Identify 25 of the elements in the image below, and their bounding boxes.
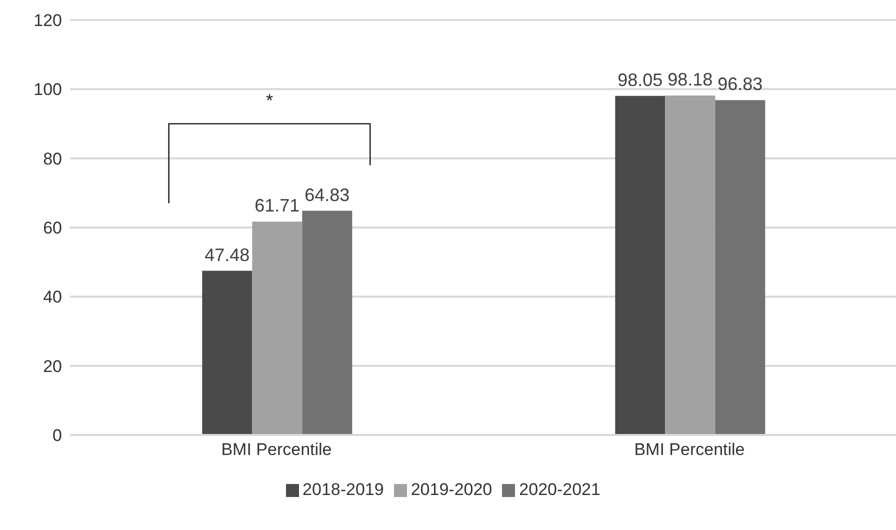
y-tick-label: 40 (43, 288, 62, 307)
data-label: 96.83 (718, 74, 763, 94)
legend-label: 2019-2020 (410, 480, 492, 499)
data-label: 47.48 (204, 244, 250, 265)
data-label: 64.83 (304, 184, 350, 205)
annotation: * (266, 90, 273, 110)
y-tick-label: 20 (43, 356, 62, 376)
bar (615, 96, 666, 435)
legend-label: 2018-2019 (302, 480, 384, 499)
data-label: 98.05 (618, 70, 663, 90)
bar (202, 270, 252, 435)
x-tick-label: BMI Percentile (634, 440, 745, 460)
legend-label: 2020-2021 (519, 480, 600, 499)
data-label: 61.71 (254, 196, 300, 216)
bar (715, 100, 766, 435)
x-tick-label: BMI Percentile (221, 440, 332, 460)
y-tick-label: 100 (34, 80, 62, 100)
bar (302, 210, 352, 435)
y-tick-label: 80 (43, 149, 62, 168)
bar (665, 95, 716, 435)
data-label: 98.18 (668, 69, 713, 90)
y-tick-label: 120 (34, 11, 62, 30)
y-tick-label: 60 (43, 218, 62, 238)
y-tick-label: 0 (52, 426, 62, 446)
bar (252, 222, 302, 435)
